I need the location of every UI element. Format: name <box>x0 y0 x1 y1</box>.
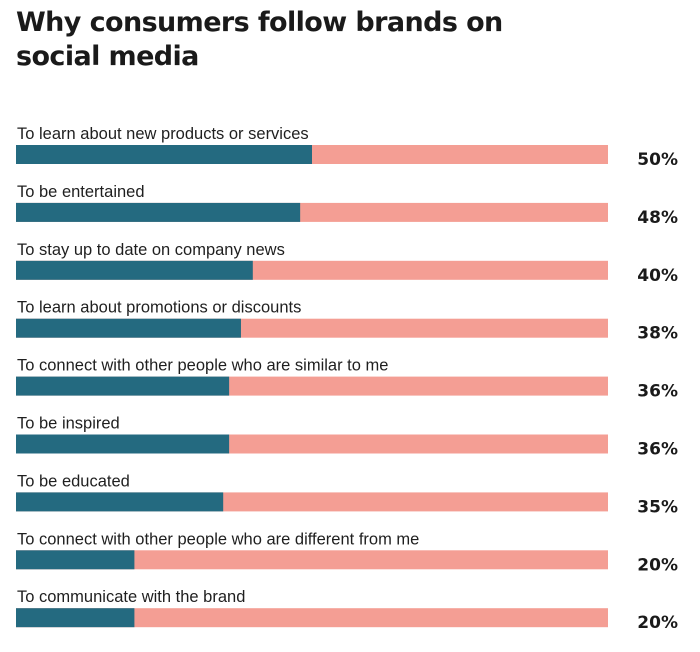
category-label: To learn about new products or services <box>17 125 309 143</box>
bar-row: To be entertained 48% <box>16 183 678 228</box>
value-label: 48% <box>637 208 678 228</box>
bar <box>16 608 135 628</box>
category-label: To communicate with the brand <box>17 588 245 606</box>
value-label: 20% <box>637 613 678 633</box>
bar-row: To be educated 35% <box>16 472 678 517</box>
chart-title: Why consumers follow brands on social me… <box>16 7 503 72</box>
value-label: 50% <box>637 150 678 170</box>
bar <box>16 492 224 512</box>
value-label: 40% <box>637 266 678 286</box>
value-label: 35% <box>637 497 678 517</box>
bar-track <box>16 550 608 570</box>
value-label: 20% <box>637 555 678 575</box>
category-label: To be inspired <box>17 415 120 433</box>
bar-row: To learn about new products or services 5… <box>16 125 678 170</box>
bar-row: To connect with other people who are sim… <box>16 357 678 402</box>
bar <box>16 260 253 280</box>
bar-row: To be inspired 36% <box>16 415 678 460</box>
bar <box>16 145 312 164</box>
bar-row: To stay up to date on company news 40% <box>16 241 678 286</box>
category-label: To be entertained <box>17 183 145 201</box>
bar <box>16 318 241 338</box>
bar <box>16 376 230 396</box>
value-label: 36% <box>637 382 678 402</box>
bar-row: To connect with other people who are dif… <box>16 530 678 575</box>
category-label: To connect with other people who are dif… <box>17 530 419 548</box>
category-label: To stay up to date on company news <box>17 241 285 259</box>
bar-row: To communicate with the brand 20% <box>16 588 678 633</box>
value-label: 38% <box>637 324 678 344</box>
bar <box>16 550 135 570</box>
bar <box>16 434 230 454</box>
value-label: 36% <box>637 440 678 460</box>
category-label: To be educated <box>17 472 130 490</box>
bar-row: To learn about promotions or discounts 38… <box>16 299 678 344</box>
bar-track <box>16 608 608 628</box>
category-label: To learn about promotions or discounts <box>17 299 301 317</box>
category-label: To connect with other people who are sim… <box>17 357 388 375</box>
bar <box>16 202 301 222</box>
